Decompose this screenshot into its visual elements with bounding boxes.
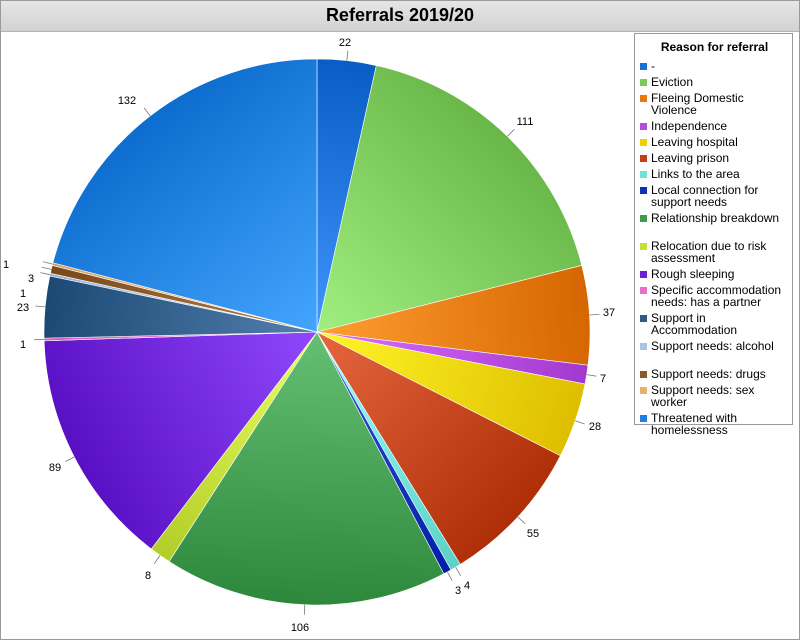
legend-label: Leaving prison xyxy=(651,151,730,165)
legend-label: Specific accommodation needs: has a part… xyxy=(651,283,782,309)
title-bar: Referrals 2019/20 xyxy=(1,1,799,32)
legend-item: Fleeing Domestic Violence xyxy=(635,92,794,116)
legend-label: Local connection for support needs xyxy=(651,183,759,209)
pie-slice xyxy=(316,331,561,565)
legend-swatch xyxy=(640,387,647,394)
legend-swatch xyxy=(640,415,647,422)
legend-item: Rough sleeping xyxy=(635,268,794,280)
legend-label: Links to the area xyxy=(651,167,740,181)
slice-value-label: 106 xyxy=(291,622,309,634)
slice-value-label: 4 xyxy=(464,580,470,592)
slice-leader-line xyxy=(143,107,151,117)
legend-swatch xyxy=(640,243,647,250)
legend-swatch xyxy=(640,371,647,378)
legend-label: Support needs: drugs xyxy=(651,367,766,381)
legend-swatch xyxy=(640,171,647,178)
slice-value-label: 1 xyxy=(20,339,26,351)
legend-item: Leaving hospital xyxy=(635,136,794,148)
legend-label: - xyxy=(651,59,655,73)
legend-label: Support needs: sex worker xyxy=(651,383,755,409)
pie-slice xyxy=(316,65,583,333)
slice-value-label: 37 xyxy=(603,307,615,319)
legend-title: Reason for referral xyxy=(660,40,769,54)
slice-leader-line xyxy=(589,314,600,316)
legend-swatch xyxy=(640,315,647,322)
slice-value-label: 22 xyxy=(339,37,351,49)
slice-value-label: 132 xyxy=(118,95,136,107)
slice-value-label: 111 xyxy=(517,116,534,128)
legend-label: Threatened with homelessness xyxy=(651,411,738,437)
slice-leader-line xyxy=(455,566,462,577)
slice-value-label: 1 xyxy=(3,259,9,271)
legend-swatch xyxy=(640,95,647,102)
pie-slice xyxy=(168,331,445,606)
slice-leader-line xyxy=(42,261,53,265)
slice-value-label: 7 xyxy=(600,373,606,385)
slice-leader-line xyxy=(41,266,52,270)
slice-leader-line xyxy=(575,420,585,425)
slice-leader-line xyxy=(346,50,349,61)
slice-leader-line xyxy=(153,555,161,564)
legend-item: Relocation due to risk assessment xyxy=(635,240,794,264)
legend-item: Support needs: alcohol xyxy=(635,340,794,364)
legend-label: Eviction xyxy=(651,75,694,89)
slice-leader-line xyxy=(447,571,453,581)
slice-leader-line xyxy=(586,374,597,377)
legend-label: Support needs: alcohol xyxy=(651,339,774,353)
legend-swatch xyxy=(640,155,647,162)
chart-title: Referrals 2019/20 xyxy=(325,5,475,25)
legend-swatch xyxy=(640,287,647,294)
legend-swatch xyxy=(640,139,647,146)
legend-item: Links to the area xyxy=(635,168,794,180)
legend-label: Relationship breakdown xyxy=(651,211,780,225)
legend-item: Leaving prison xyxy=(635,152,794,164)
slice-value-label: 8 xyxy=(145,570,151,582)
pie-slice xyxy=(52,58,318,333)
legend-item: Relationship breakdown xyxy=(635,212,794,236)
slice-value-label: 55 xyxy=(527,528,539,540)
legend-item: Specific accommodation needs: has a part… xyxy=(635,284,794,308)
legend-item: Support needs: sex worker xyxy=(635,384,794,408)
slice-leader-line xyxy=(507,128,515,137)
legend-item: Independence xyxy=(635,120,794,132)
legend-item: - xyxy=(635,60,794,72)
legend: Reason for referral - Eviction Fleeing Dom… xyxy=(634,33,794,436)
legend-label: Fleeing Domestic Violence xyxy=(651,91,744,117)
legend-item: Threatened with homelessness xyxy=(635,412,794,436)
legend-item: Support in Accommodation xyxy=(635,312,794,336)
legend-label: Independence xyxy=(651,119,728,133)
slice-value-label: 28 xyxy=(589,421,601,433)
legend-swatch xyxy=(640,123,647,130)
legend-label: Leaving hospital xyxy=(651,135,738,149)
slice-value-label: 89 xyxy=(49,462,61,474)
legend-label: Rough sleeping xyxy=(651,267,735,281)
slice-leader-line xyxy=(65,456,75,462)
legend-label: Support in Accommodation xyxy=(651,311,738,337)
legend-item: Support needs: drugs xyxy=(635,368,794,380)
legend-swatch xyxy=(640,271,647,278)
legend-swatch xyxy=(640,63,647,70)
slice-value-label: 3 xyxy=(455,585,461,597)
legend-item: Local connection for support needs xyxy=(635,184,794,208)
legend-swatch xyxy=(640,343,647,350)
slice-value-label: 23 xyxy=(17,302,29,314)
legend-label: Relocation due to risk assessment xyxy=(651,239,767,265)
slice-leader-line xyxy=(303,604,306,615)
slice-value-label: 3 xyxy=(28,273,34,285)
legend-swatch xyxy=(640,215,647,222)
slice-leader-line xyxy=(40,272,51,276)
legend-swatch xyxy=(640,187,647,194)
slice-leader-line xyxy=(517,516,526,524)
slice-leader-line xyxy=(35,305,46,308)
slice-value-label: 1 xyxy=(20,288,26,300)
legend-item: Eviction xyxy=(635,76,794,88)
legend-swatch xyxy=(640,79,647,86)
